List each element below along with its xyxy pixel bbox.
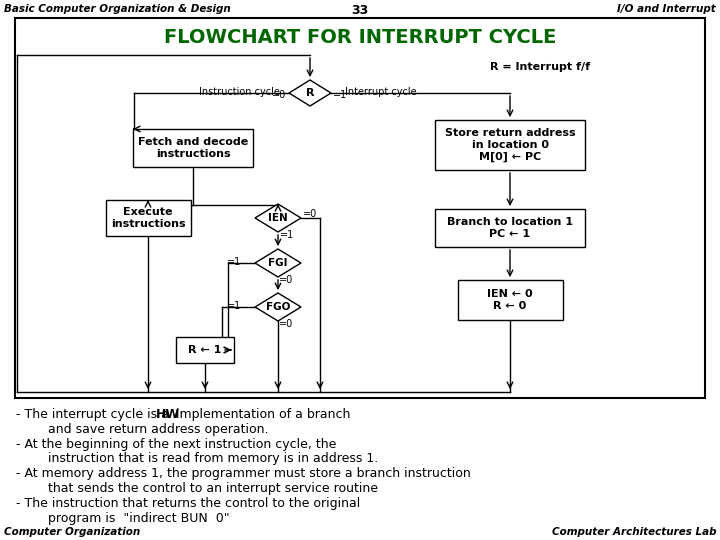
- Text: FGI: FGI: [269, 258, 288, 268]
- Text: 33: 33: [351, 4, 369, 17]
- Text: Execute
instructions: Execute instructions: [111, 207, 185, 229]
- Text: =0: =0: [279, 275, 293, 285]
- Text: IEN: IEN: [268, 213, 288, 223]
- Polygon shape: [255, 293, 301, 321]
- Bar: [435, 120, 585, 170]
- Text: - At the beginning of the next instruction cycle, the: - At the beginning of the next instructi…: [16, 437, 336, 450]
- Text: =1: =1: [280, 230, 294, 240]
- Text: that sends the control to an interrupt service routine: that sends the control to an interrupt s…: [16, 482, 378, 495]
- Text: - The instruction that returns the control to the original: - The instruction that returns the contr…: [16, 497, 360, 510]
- Text: - The interrupt cycle is a: - The interrupt cycle is a: [16, 408, 173, 421]
- Text: and save return address operation.: and save return address operation.: [16, 423, 269, 436]
- Bar: [133, 129, 253, 167]
- Text: I/O and Interrupt: I/O and Interrupt: [617, 4, 716, 14]
- Text: =0: =0: [279, 319, 293, 329]
- Text: - At memory address 1, the programmer must store a branch instruction: - At memory address 1, the programmer mu…: [16, 467, 471, 480]
- Bar: [176, 337, 234, 363]
- Text: FGO: FGO: [266, 302, 290, 312]
- Bar: [106, 200, 191, 236]
- Text: Instruction cycle: Instruction cycle: [199, 87, 280, 97]
- Polygon shape: [255, 249, 301, 277]
- Text: =0: =0: [271, 90, 286, 100]
- Text: HW: HW: [156, 408, 180, 421]
- Text: program is  "indirect BUN  0": program is "indirect BUN 0": [16, 511, 230, 524]
- Text: Store return address
in location 0
M[0] ← PC: Store return address in location 0 M[0] …: [445, 129, 575, 162]
- Text: Basic Computer Organization & Design: Basic Computer Organization & Design: [4, 4, 230, 14]
- Text: R: R: [306, 88, 314, 98]
- Text: =0: =0: [303, 209, 318, 219]
- Text: =1: =1: [333, 90, 347, 100]
- Polygon shape: [289, 80, 331, 106]
- Text: =1: =1: [227, 301, 241, 311]
- Text: instruction that is read from memory is in address 1.: instruction that is read from memory is …: [16, 453, 378, 465]
- Bar: [15, 18, 705, 398]
- Text: Interrupt cycle: Interrupt cycle: [345, 87, 417, 97]
- Bar: [435, 209, 585, 247]
- Text: Fetch and decode
instructions: Fetch and decode instructions: [138, 137, 248, 159]
- Text: R ← 1: R ← 1: [189, 345, 222, 355]
- Text: Branch to location 1
PC ← 1: Branch to location 1 PC ← 1: [447, 217, 573, 239]
- Text: =1: =1: [227, 257, 241, 267]
- Polygon shape: [255, 204, 301, 232]
- Text: IEN ← 0
R ← 0: IEN ← 0 R ← 0: [487, 289, 533, 311]
- Text: R = Interrupt f/f: R = Interrupt f/f: [490, 62, 590, 72]
- Text: implementation of a branch: implementation of a branch: [172, 408, 350, 421]
- Text: Computer Organization: Computer Organization: [4, 527, 140, 537]
- Text: Computer Architectures Lab: Computer Architectures Lab: [552, 527, 716, 537]
- Bar: [457, 280, 562, 320]
- Text: FLOWCHART FOR INTERRUPT CYCLE: FLOWCHART FOR INTERRUPT CYCLE: [164, 28, 556, 47]
